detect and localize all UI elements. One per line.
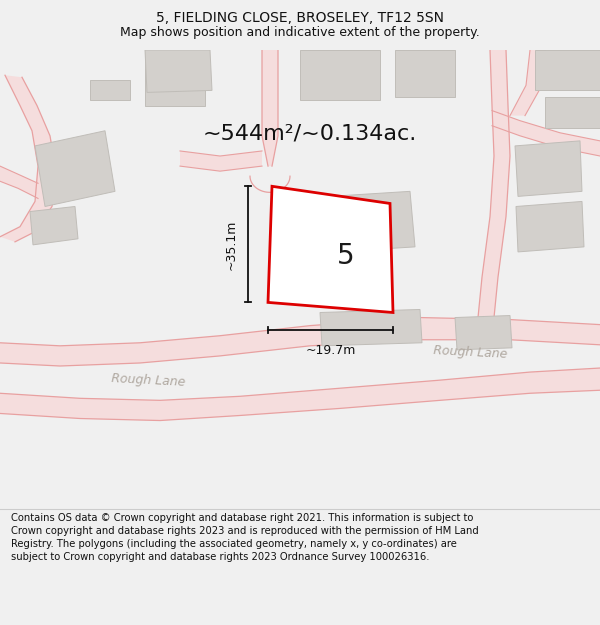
Polygon shape — [535, 50, 600, 91]
Polygon shape — [0, 368, 600, 421]
Polygon shape — [145, 50, 205, 106]
Polygon shape — [180, 151, 262, 171]
Polygon shape — [35, 131, 115, 206]
Polygon shape — [515, 141, 582, 196]
Polygon shape — [492, 111, 600, 156]
Text: ~19.7m: ~19.7m — [305, 344, 356, 357]
Polygon shape — [455, 316, 512, 350]
Polygon shape — [545, 98, 600, 128]
Polygon shape — [510, 50, 545, 116]
Polygon shape — [90, 80, 130, 101]
Text: 5: 5 — [337, 242, 355, 270]
Text: 5, FIELDING CLOSE, BROSELEY, TF12 5SN: 5, FIELDING CLOSE, BROSELEY, TF12 5SN — [156, 11, 444, 25]
Polygon shape — [476, 50, 510, 338]
Text: ~35.1m: ~35.1m — [225, 219, 238, 269]
Polygon shape — [330, 191, 415, 252]
Polygon shape — [145, 50, 212, 92]
Text: Rough Lane: Rough Lane — [110, 372, 185, 389]
Text: Contains OS data © Crown copyright and database right 2021. This information is : Contains OS data © Crown copyright and d… — [11, 513, 479, 562]
Text: Map shows position and indicative extent of the property.: Map shows position and indicative extent… — [120, 26, 480, 39]
Polygon shape — [0, 75, 56, 242]
Polygon shape — [30, 206, 78, 245]
Text: Rough Lane: Rough Lane — [433, 344, 508, 361]
Polygon shape — [262, 50, 278, 166]
Polygon shape — [395, 50, 455, 98]
Polygon shape — [320, 309, 422, 346]
Polygon shape — [0, 166, 38, 198]
Text: ~544m²/~0.134ac.: ~544m²/~0.134ac. — [203, 124, 417, 144]
Polygon shape — [300, 50, 380, 101]
Polygon shape — [516, 201, 584, 252]
Polygon shape — [268, 186, 393, 312]
Polygon shape — [0, 318, 600, 366]
